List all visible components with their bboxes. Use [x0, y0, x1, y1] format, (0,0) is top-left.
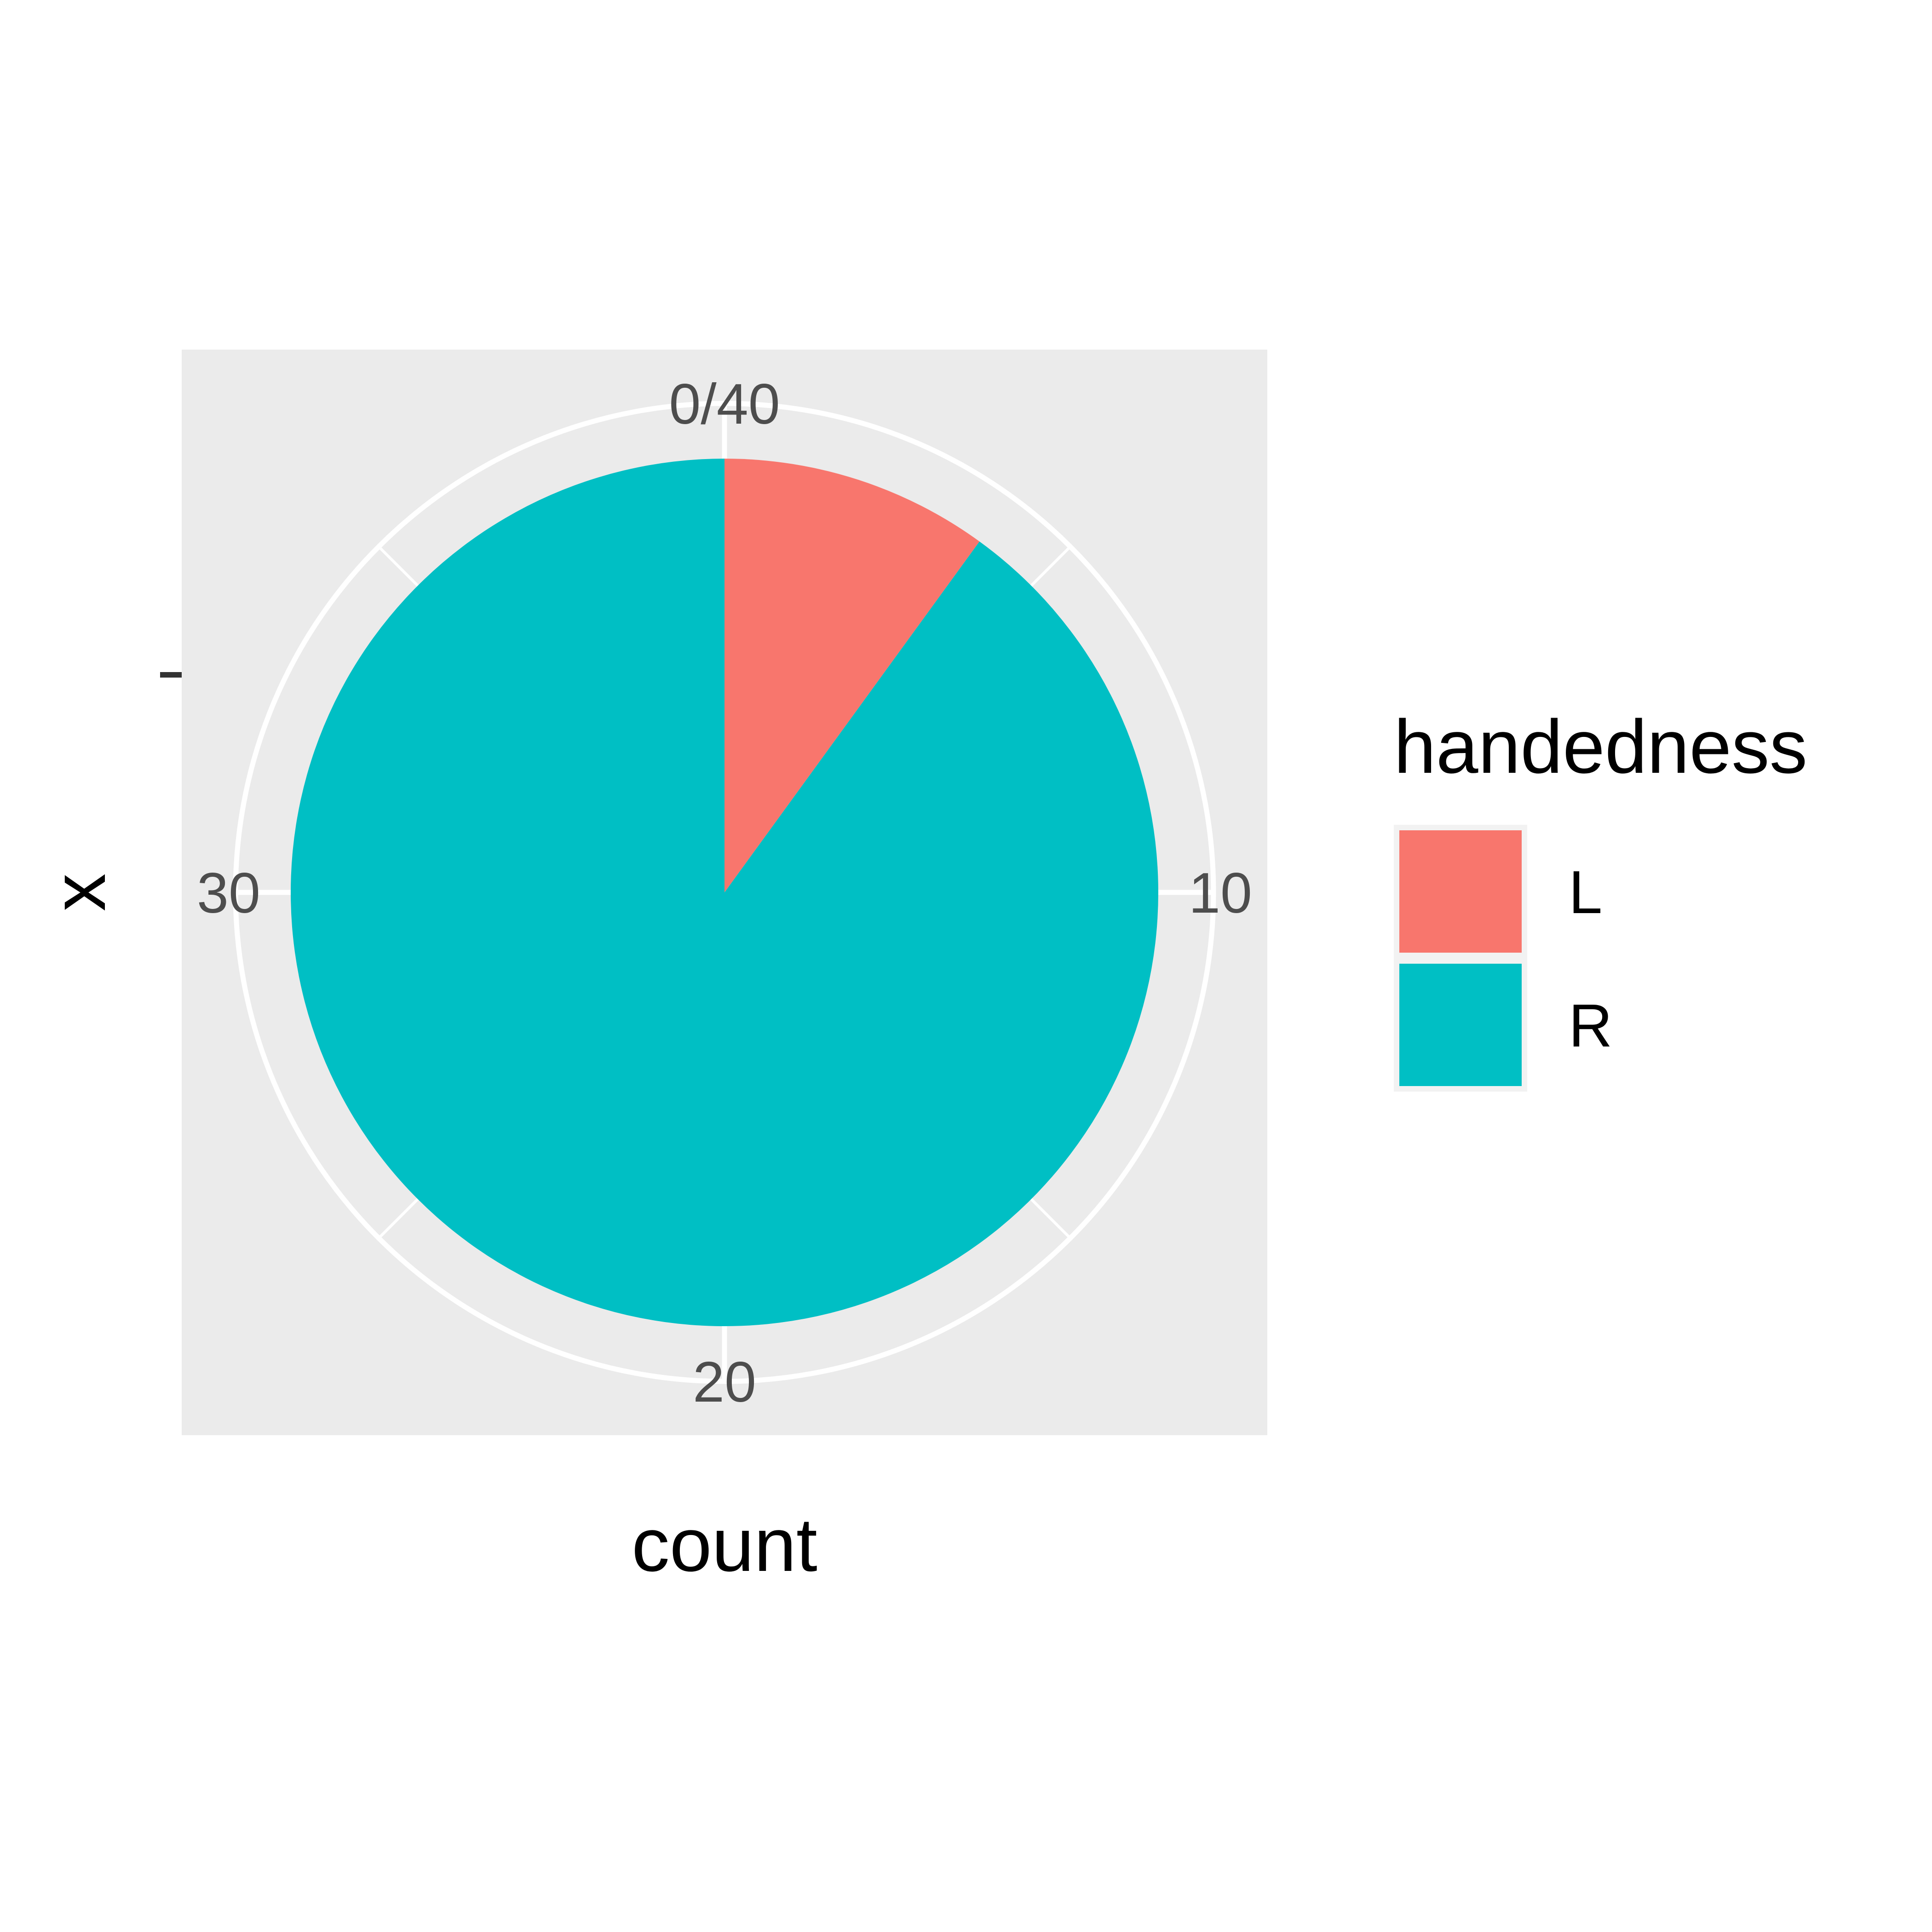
- theta-tick-label: 10: [1189, 862, 1252, 925]
- legend-title: handedness: [1394, 704, 1807, 789]
- theta-tick-label: 0/40: [669, 373, 780, 436]
- legend-label-l: L: [1569, 858, 1602, 926]
- y-axis-title: x: [36, 874, 121, 912]
- theta-tick-labels: 0/40 10 20 30: [197, 373, 1252, 1414]
- legend-items: LR: [1394, 825, 1612, 1092]
- legend-label-r: R: [1569, 992, 1612, 1059]
- pie-slice-r: [291, 459, 1159, 1326]
- legend: handedness LR: [1394, 704, 1807, 1092]
- pie-slice-l: [724, 459, 980, 892]
- legend-swatch-l: [1399, 830, 1522, 953]
- x-axis-title: count: [632, 1502, 817, 1587]
- theta-tick-label: 30: [197, 862, 260, 925]
- legend-swatch-r: [1399, 964, 1522, 1086]
- theta-tick-label: 20: [693, 1351, 756, 1414]
- pie-slices: [291, 459, 1159, 1326]
